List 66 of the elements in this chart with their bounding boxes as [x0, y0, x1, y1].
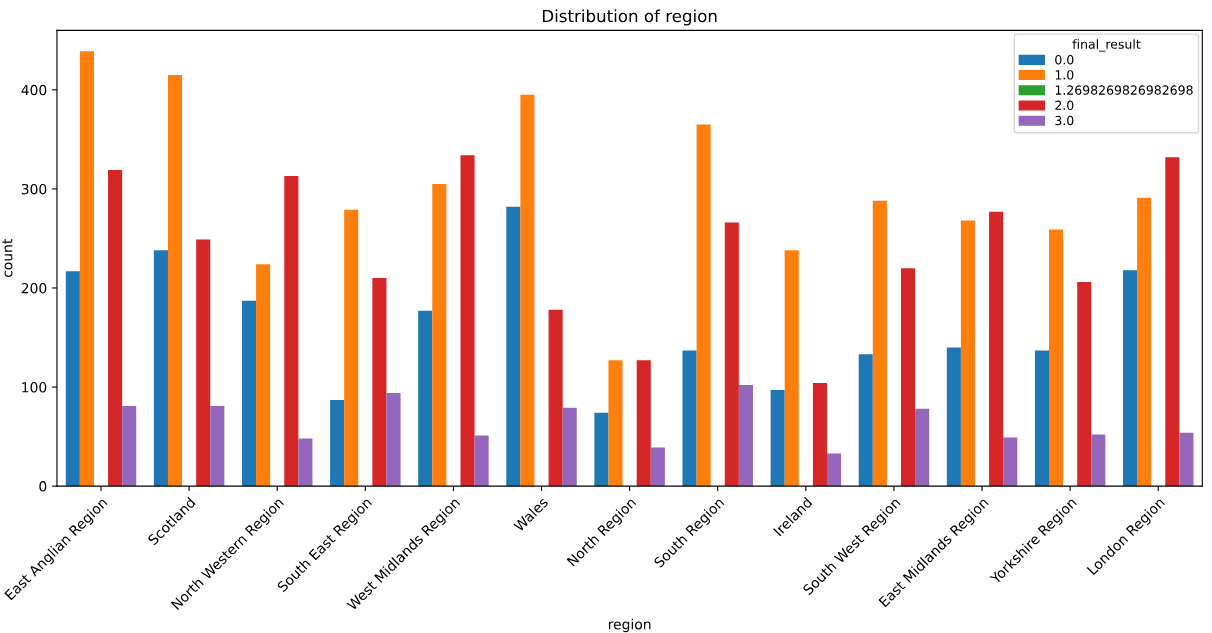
chart-title: Distribution of region — [542, 9, 717, 26]
bar — [210, 405, 225, 487]
bar — [872, 200, 887, 487]
bar — [65, 271, 80, 487]
bar — [418, 310, 433, 487]
bar — [474, 435, 489, 487]
bar — [196, 239, 211, 487]
bar — [330, 399, 345, 487]
x-axis-title: region — [608, 618, 651, 633]
bar — [989, 211, 1004, 487]
bar — [812, 383, 827, 487]
bar — [858, 354, 873, 487]
bar — [1049, 229, 1064, 487]
bar — [1137, 197, 1152, 487]
bar — [344, 209, 359, 487]
bar — [122, 405, 137, 487]
bar — [1179, 432, 1194, 487]
bar — [636, 360, 651, 487]
bar — [724, 222, 739, 487]
bar — [241, 300, 257, 487]
bar — [1034, 350, 1049, 487]
bar — [784, 250, 799, 487]
legend-label: 0.0 — [1055, 54, 1074, 65]
y-axis-title: count — [2, 239, 13, 278]
y-tick-label: 0 — [39, 481, 47, 492]
bar — [167, 74, 183, 487]
bar — [826, 453, 842, 487]
legend-label: 1.2698269826982698 — [1055, 85, 1193, 95]
bar — [1123, 270, 1138, 487]
legend-label: 3.0 — [1055, 115, 1074, 126]
y-tick-label: 200 — [21, 282, 47, 294]
bar — [1077, 282, 1092, 487]
y-tick-label: 100 — [22, 382, 47, 393]
bar — [682, 350, 697, 487]
bar — [650, 447, 665, 487]
y-tick-label: 400 — [21, 84, 47, 96]
bar — [696, 124, 711, 487]
bar — [608, 360, 623, 487]
bar — [1091, 434, 1106, 487]
bar — [432, 183, 447, 487]
legend-label: 1.0 — [1055, 70, 1074, 80]
legend-title: final_result — [1072, 39, 1141, 52]
bar — [372, 278, 387, 487]
bar — [946, 347, 961, 487]
bar — [1003, 437, 1018, 487]
bar — [386, 393, 401, 487]
bar — [900, 268, 916, 487]
y-tick-label: 300 — [21, 183, 47, 195]
bar — [548, 309, 563, 487]
bar — [594, 412, 609, 487]
bar — [506, 206, 521, 487]
bar — [108, 170, 123, 487]
bar — [960, 220, 975, 487]
bar — [256, 264, 271, 487]
bar — [520, 94, 535, 487]
bar — [1165, 157, 1180, 487]
bar — [298, 438, 313, 487]
bar — [284, 176, 299, 487]
bar — [79, 51, 94, 487]
legend-label: 2.0 — [1055, 100, 1074, 111]
bar — [153, 250, 168, 487]
bar — [460, 155, 475, 487]
bar — [770, 390, 785, 487]
bar — [915, 408, 930, 487]
bar — [738, 385, 753, 487]
bar — [562, 407, 577, 487]
